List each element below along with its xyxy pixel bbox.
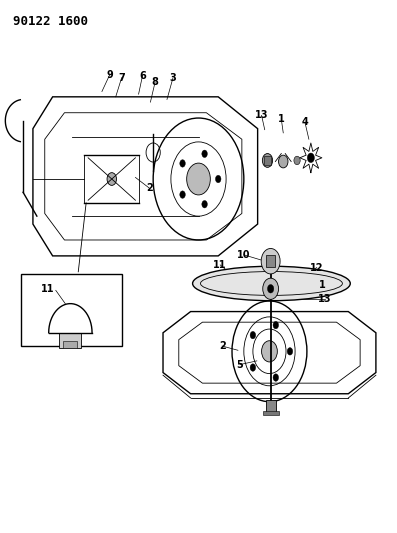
Circle shape	[262, 341, 278, 362]
Circle shape	[262, 154, 273, 167]
Text: 6: 6	[139, 70, 146, 80]
Bar	[263, 411, 279, 415]
Bar	[63, 341, 77, 348]
Ellipse shape	[193, 266, 350, 301]
Text: 3: 3	[170, 73, 176, 83]
Text: 11: 11	[41, 284, 55, 294]
Text: 4: 4	[302, 117, 308, 127]
Text: 2: 2	[219, 341, 225, 351]
Circle shape	[250, 364, 256, 372]
Circle shape	[250, 332, 256, 339]
Text: 13: 13	[318, 294, 331, 304]
Circle shape	[294, 156, 300, 165]
Circle shape	[307, 153, 314, 163]
Text: 5: 5	[237, 360, 243, 369]
Bar	[266, 400, 276, 412]
Bar	[266, 255, 275, 267]
Circle shape	[202, 200, 207, 208]
Bar	[59, 333, 81, 348]
Text: 12: 12	[310, 263, 324, 272]
Circle shape	[202, 150, 207, 158]
Text: 10: 10	[237, 250, 251, 260]
Text: 8: 8	[152, 77, 158, 87]
Circle shape	[279, 155, 288, 168]
Text: 2: 2	[146, 183, 152, 193]
Circle shape	[273, 321, 279, 329]
Circle shape	[261, 248, 280, 274]
Circle shape	[187, 163, 210, 195]
Text: 13: 13	[255, 110, 268, 120]
Text: 11: 11	[214, 260, 227, 270]
Circle shape	[263, 278, 279, 300]
Circle shape	[216, 175, 221, 183]
Text: 1: 1	[278, 114, 285, 124]
Bar	[21, 274, 121, 346]
Circle shape	[273, 374, 279, 381]
Circle shape	[180, 160, 185, 167]
Text: 1: 1	[319, 280, 326, 290]
Circle shape	[107, 173, 116, 185]
Bar	[264, 156, 271, 165]
Text: 7: 7	[118, 72, 125, 83]
Circle shape	[287, 348, 293, 355]
Circle shape	[180, 191, 185, 198]
Text: 9: 9	[106, 70, 113, 79]
Text: 90122 1600: 90122 1600	[13, 14, 88, 28]
Circle shape	[268, 285, 274, 293]
